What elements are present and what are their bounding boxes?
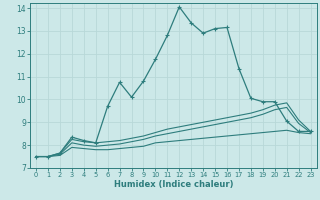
X-axis label: Humidex (Indice chaleur): Humidex (Indice chaleur) [114,180,233,189]
